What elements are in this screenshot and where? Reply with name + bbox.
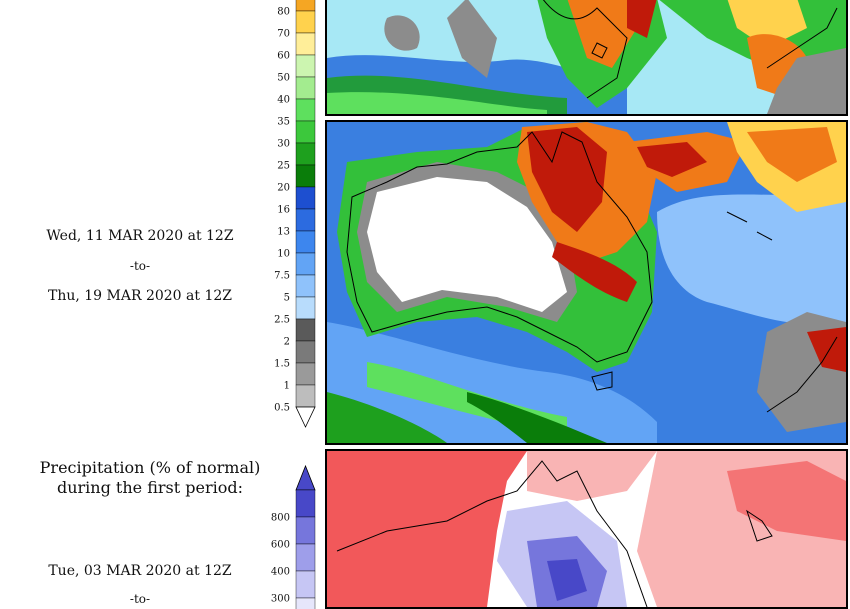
precip-scale-tick-label: 80 bbox=[277, 7, 290, 18]
map-panel-percent-normal bbox=[325, 449, 848, 609]
precip-scale-swatch bbox=[295, 274, 316, 298]
precip-scale-swatch bbox=[295, 54, 316, 78]
precip-scale-tick-label: 40 bbox=[277, 95, 290, 106]
precip-scale-tick-label: 60 bbox=[277, 51, 290, 62]
precip-scale-swatch bbox=[295, 318, 316, 342]
precip-scale-tick-label: 1.5 bbox=[274, 359, 290, 370]
precip-scale-swatch bbox=[295, 98, 316, 122]
precip-scale-tick-label: 2.5 bbox=[274, 315, 290, 326]
precip-scale-swatch bbox=[295, 296, 316, 320]
precip-scale-tick-label: 50 bbox=[277, 73, 290, 84]
precip-scale-tick-label: 1 bbox=[284, 381, 290, 392]
precip-scale-swatch bbox=[295, 0, 316, 12]
precip-scale-swatch bbox=[295, 142, 316, 166]
precip-scale-low-arrow bbox=[295, 406, 316, 428]
percent-scale-tick-label: 600 bbox=[271, 540, 290, 551]
precip-scale-tick-label: 5 bbox=[284, 293, 290, 304]
precip-scale-swatch bbox=[295, 32, 316, 56]
percent-scale-swatch bbox=[295, 489, 316, 518]
percent-scale-swatch bbox=[295, 570, 316, 599]
precip-scale-tick-label: 7.5 bbox=[274, 271, 290, 282]
percent-normal-start-date: Tue, 03 MAR 2020 at 12Z bbox=[48, 563, 232, 579]
precip-scale-tick-label: 13 bbox=[277, 227, 290, 238]
percent-scale-swatch bbox=[295, 516, 316, 545]
precip-scale-swatch bbox=[295, 186, 316, 210]
precip-scale-swatch bbox=[295, 164, 316, 188]
precip-color-scale: 80 70 60 50 40 35 30 25 20 16 13 10 7.5 5 2.5 2 1.5 1 0.5 bbox=[274, 0, 316, 428]
precip-scale-swatch bbox=[295, 252, 316, 276]
precip-scale-tick-label: 16 bbox=[277, 205, 290, 216]
precip-scale-swatch bbox=[295, 230, 316, 254]
percent-normal-title-line2: during the first period: bbox=[56, 478, 244, 497]
percent-scale-tick-label: 400 bbox=[271, 567, 290, 578]
precip-scale-tick-label: 0.5 bbox=[274, 403, 290, 414]
precip-scale-swatch bbox=[295, 10, 316, 34]
precip-scale-swatch bbox=[295, 76, 316, 100]
period-one-end-date: Thu, 19 MAR 2020 at 12Z bbox=[47, 288, 233, 304]
precip-scale-tick-label: 25 bbox=[277, 161, 290, 172]
percent-scale-tick-label: 800 bbox=[271, 513, 290, 524]
precip-scale-swatch bbox=[295, 340, 316, 364]
map-panel-previous bbox=[325, 0, 848, 116]
period-one-to-label: -to- bbox=[129, 259, 151, 273]
percent-normal-map bbox=[327, 451, 846, 607]
percent-normal-title-line1: Precipitation (% of normal) bbox=[39, 458, 261, 477]
precip-scale-swatch bbox=[295, 362, 316, 386]
color-scale-column: 80 70 60 50 40 35 30 25 20 16 13 10 7.5 5 2.5 2 1.5 1 0.5 … bbox=[250, 0, 325, 609]
precip-scale-tick-label: 2 bbox=[284, 337, 290, 348]
percent-normal-to-label: -to- bbox=[129, 592, 151, 606]
percent-scale-swatch bbox=[295, 543, 316, 572]
precip-map-forecast bbox=[327, 122, 846, 443]
precip-scale-tick-label: 10 bbox=[277, 249, 290, 260]
period-one-start-date: Wed, 11 MAR 2020 at 12Z bbox=[46, 228, 234, 244]
precip-map-previous bbox=[327, 0, 846, 114]
precip-scale-tick-label: 30 bbox=[277, 139, 290, 150]
percent-normal-color-scale: 800600400300150 bbox=[271, 464, 316, 609]
precip-scale-swatch bbox=[295, 208, 316, 232]
precip-scale-tick-label: 20 bbox=[277, 183, 290, 194]
precip-scale-tick-label: 70 bbox=[277, 29, 290, 40]
precip-scale-swatch bbox=[295, 384, 316, 408]
percent-scale-tick-label: 300 bbox=[271, 594, 290, 605]
precip-scale-swatch bbox=[295, 120, 316, 144]
map-panel-forecast-precip bbox=[325, 120, 848, 445]
precip-scale-tick-label: 35 bbox=[277, 117, 290, 128]
percent-scale-high-arrow bbox=[295, 464, 316, 491]
